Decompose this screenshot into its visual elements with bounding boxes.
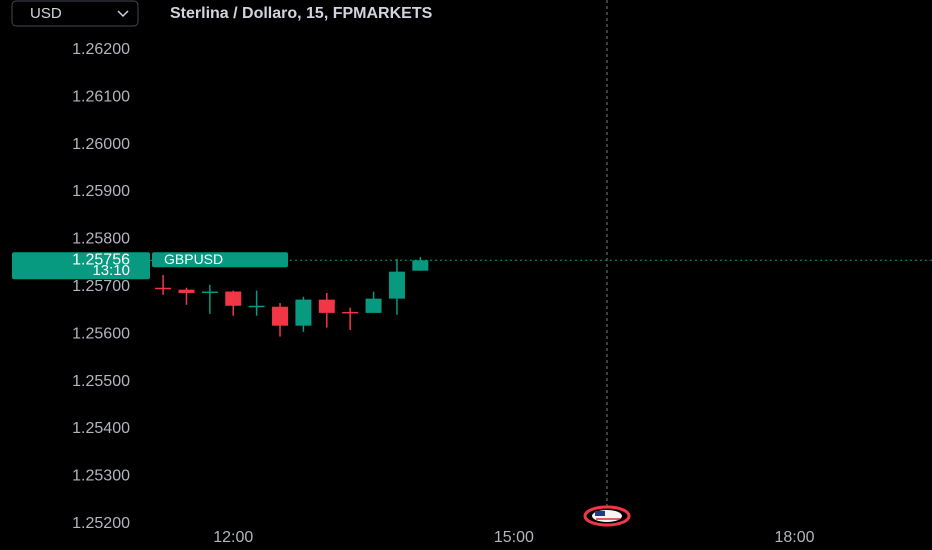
event-ring[interactable]: [583, 505, 631, 527]
currency[interactable]: USD: [30, 5, 62, 22]
y-tick-label: 1.25200: [72, 515, 130, 532]
y-tick-label: 1.26100: [72, 88, 130, 105]
y-tick-label: 1.25700: [72, 278, 130, 295]
y-tick-label: 1.25900: [72, 183, 130, 200]
x-tick-label: 18:00: [774, 529, 814, 546]
candle-body: [178, 289, 195, 293]
last-price-box: [12, 252, 150, 280]
symbol-box: [152, 252, 288, 268]
candle-body: [388, 271, 405, 299]
y-tick-label: 1.26200: [72, 41, 130, 58]
y-tick-label: 1.25500: [72, 373, 130, 390]
candle-body: [272, 306, 289, 326]
candle-body: [318, 299, 335, 313]
candle-body: [201, 291, 218, 294]
y-tick-label: 1.25800: [72, 231, 130, 248]
candle-body: [248, 305, 265, 308]
event-flag[interactable]: [583, 505, 631, 527]
countdown: 13:10: [92, 262, 130, 279]
y-tick-label: 1.25600: [72, 325, 130, 342]
symbol-label: GBPUSD: [164, 251, 223, 267]
candle-body: [412, 260, 429, 271]
y-tick-label: 1.25300: [72, 468, 130, 485]
candle-body: [295, 299, 312, 326]
x-tick-label: 15:00: [494, 529, 534, 546]
flag-canton: [595, 511, 605, 516]
chart-title: Sterlina / Dollaro, 15, FPMARKETS: [170, 5, 433, 22]
y-tick-label: 1.26000: [72, 136, 130, 153]
candle-body: [342, 311, 359, 314]
candle-body: [155, 287, 172, 290]
candle-body: [225, 291, 242, 306]
candle-body: [365, 298, 382, 313]
last-price-label: 1.25756: [72, 251, 130, 268]
y-tick-label: 1.25400: [72, 420, 130, 437]
currency-button[interactable]: [11, 0, 139, 27]
x-tick-label: 12:00: [213, 529, 253, 546]
dropdown-arrow: [117, 10, 129, 18]
